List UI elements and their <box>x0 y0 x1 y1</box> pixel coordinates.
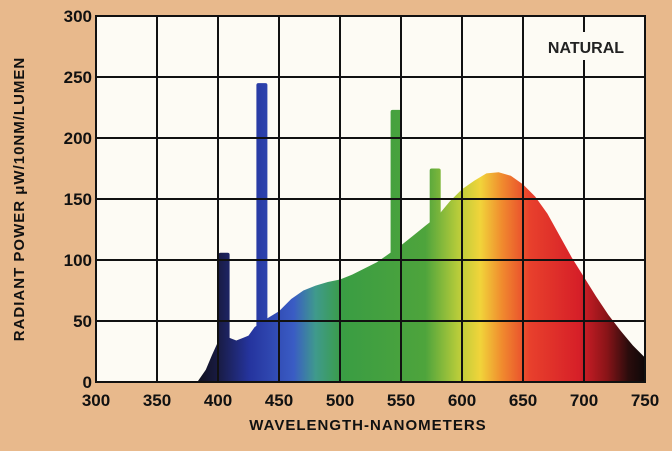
continuum-area <box>197 172 646 382</box>
legend-label: NATURAL <box>548 40 624 57</box>
x-tick-label-550: 550 <box>387 391 415 410</box>
x-tick-label-350: 350 <box>143 391 171 410</box>
x-tick-label-300: 300 <box>82 391 110 410</box>
x-tick-label-700: 700 <box>570 391 598 410</box>
y-tick-label-300: 300 <box>64 7 92 26</box>
x-tick-label-750: 750 <box>631 391 659 410</box>
legend-box <box>528 32 638 60</box>
emission-line-405nm <box>218 252 230 382</box>
x-axis-ticks: 300 350 400 450 500 550 600 650 700 750 <box>82 391 659 410</box>
spectrum-layer <box>197 83 646 383</box>
y-tick-label-250: 250 <box>64 68 92 87</box>
y-axis-ticks: 0 50 100 150 200 250 300 <box>64 7 92 392</box>
x-tick-label-650: 650 <box>509 391 537 410</box>
y-tick-label-200: 200 <box>64 129 92 148</box>
y-tick-label-50: 50 <box>73 312 92 331</box>
legend: NATURAL <box>528 32 638 60</box>
y-tick-label-100: 100 <box>64 251 92 270</box>
emission-line-578nm <box>429 168 441 382</box>
x-axis-label: WAVELENGTH-NANOMETERS <box>249 417 486 434</box>
y-tick-label-0: 0 <box>83 373 92 392</box>
x-tick-label-450: 450 <box>265 391 293 410</box>
x-tick-label-400: 400 <box>204 391 232 410</box>
emission-line-436nm <box>256 83 268 382</box>
plot-area-frame <box>95 15 646 383</box>
x-tick-label-600: 600 <box>448 391 476 410</box>
y-tick-label-150: 150 <box>64 190 92 209</box>
x-tick-label-500: 500 <box>326 391 354 410</box>
emission-line-546nm <box>390 109 402 383</box>
y-axis-label: RADIANT POWER μW/10NM/LUMEN <box>11 57 28 342</box>
